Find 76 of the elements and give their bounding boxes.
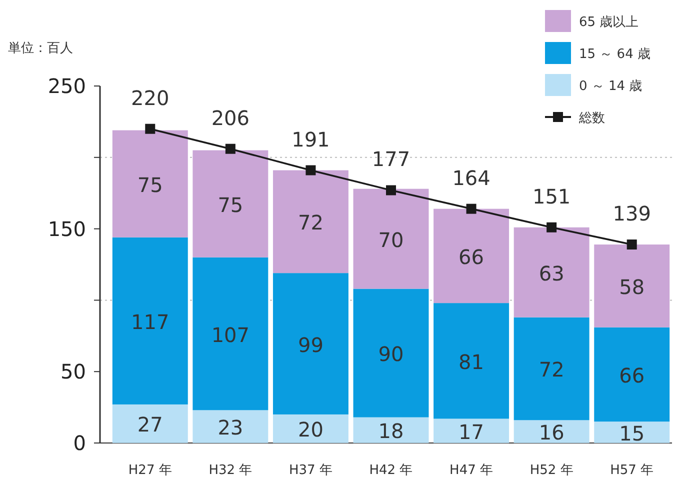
data-label: 139 [612, 202, 651, 226]
bar [353, 188, 429, 289]
bar [353, 417, 429, 443]
bar [353, 288, 429, 418]
x-tick-label: H52 年 [530, 463, 574, 478]
data-label: 75 [137, 172, 163, 197]
legend-label: 0 ～ 14 歳 [579, 79, 642, 94]
bar [192, 410, 268, 443]
bar [514, 317, 590, 420]
y-axis-title: 単位：百人 [8, 41, 73, 56]
data-label: 23 [218, 416, 244, 440]
data-label: 15 [619, 421, 645, 446]
data-label: 63 [538, 261, 564, 286]
data-label: 70 [378, 228, 404, 252]
legend: 15 ～ 64 歳 [545, 42, 650, 64]
legend: 65 歳以上 [545, 10, 639, 32]
legend-label: 15 ～ 64 歳 [579, 47, 650, 62]
point [145, 124, 156, 134]
bar [192, 150, 268, 258]
data-label: 177 [372, 147, 410, 172]
x-tick-label: H37 年 [288, 463, 332, 478]
data-label: 164 [452, 166, 490, 190]
legend: 0 ～ 14 歳 [545, 74, 642, 96]
bar [112, 130, 188, 238]
bar [434, 208, 510, 304]
point [306, 165, 316, 176]
bar [594, 327, 670, 422]
legend: 総数 [545, 111, 605, 126]
legend-label: 65 歳以上 [579, 15, 639, 30]
data-label: 72 [298, 210, 324, 235]
bar [594, 244, 670, 328]
data-label: 75 [218, 192, 244, 217]
legend-label: 総数 [578, 111, 605, 126]
bar [514, 227, 590, 318]
y-tick-label: 150 [48, 216, 86, 241]
x-tick-label: H47 年 [450, 463, 494, 478]
data-label: 27 [137, 412, 163, 437]
data-label: 191 [292, 127, 330, 152]
bar [112, 237, 188, 404]
point [626, 240, 637, 250]
data-label: 81 [458, 350, 484, 374]
x-tick-label: H42 年 [369, 463, 413, 478]
bar [192, 257, 268, 410]
bar [514, 420, 590, 443]
y-tick-label: 250 [48, 74, 86, 98]
data-label: 90 [378, 342, 404, 366]
data-label: 66 [619, 363, 645, 388]
data-label: 220 [131, 86, 170, 110]
bar [434, 303, 510, 419]
data-label: 99 [298, 332, 324, 357]
data-label: 17 [458, 420, 484, 444]
x-tick-label: H57 年 [610, 463, 654, 478]
y-tick-label: 50 [60, 360, 86, 384]
bar [112, 404, 188, 443]
data-label: 206 [211, 106, 250, 130]
data-label: 151 [532, 184, 571, 208]
data-label: 58 [619, 274, 645, 299]
data-label: 66 [458, 244, 484, 269]
data-label: 72 [538, 358, 564, 382]
point [546, 222, 557, 232]
data-label: 16 [538, 420, 564, 445]
x-tick-label: H32 年 [208, 463, 252, 478]
bar [272, 170, 348, 274]
point [466, 204, 476, 214]
point [386, 185, 396, 196]
bar [434, 418, 510, 443]
x-tick-label: H27 年 [128, 463, 172, 478]
data-label: 107 [211, 322, 250, 347]
point [225, 144, 236, 154]
y-tick-label: 0 [73, 431, 86, 455]
bar [272, 273, 348, 414]
bar [594, 422, 670, 443]
bar [272, 414, 348, 443]
data-label: 20 [298, 418, 324, 442]
data-label: 117 [131, 310, 170, 334]
data-label: 18 [378, 419, 404, 444]
